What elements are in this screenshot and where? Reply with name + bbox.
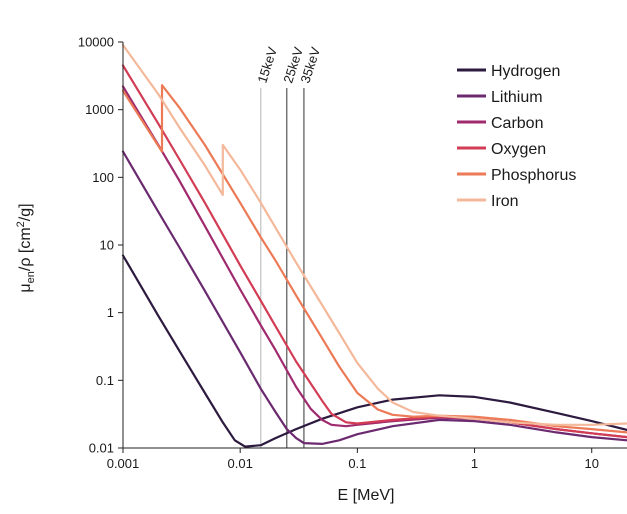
y-axis-label-suffix: /g] (17, 203, 34, 221)
y-tick-label: 10000 (78, 35, 114, 50)
x-tick-label: 0.01 (228, 456, 253, 471)
x-tick-label: 0.1 (348, 456, 366, 471)
y-tick-label: 10 (100, 238, 114, 253)
y-tick-label: 0.01 (89, 441, 114, 456)
y-axis-label-prefix: μ (17, 283, 34, 292)
x-tick-label: 1 (471, 456, 478, 471)
x-tick-label: 0.001 (107, 456, 140, 471)
series-line-iron (121, 44, 627, 426)
y-tick-label: 1000 (85, 102, 114, 117)
energy-marker-label: 15keV (254, 45, 280, 85)
legend-label-phosphorus: Phosphorus (491, 167, 576, 184)
legend-label-lithium: Lithium (491, 89, 543, 106)
x-tick-label: 10 (584, 456, 598, 471)
legend-label-oxygen: Oxygen (491, 141, 546, 158)
y-axis-label-sup: 2 (15, 221, 27, 227)
series-line-phosphorus (121, 84, 627, 434)
legend-label-iron: Iron (491, 193, 519, 210)
legend-label-hydrogen: Hydrogen (491, 63, 560, 80)
y-tick-label: 0.1 (96, 373, 114, 388)
y-axis-label-middle: /ρ [cm (17, 227, 34, 271)
axes (122, 42, 627, 449)
series-line-lithium (121, 150, 627, 445)
x-axis-ticks: 0.001 0.01 0.1 1 10 (107, 448, 599, 471)
y-axis-label: μen/ρ [cm2/g] (15, 203, 37, 292)
y-tick-label: 100 (92, 170, 114, 185)
legend: Hydrogen Lithium Carbon Oxygen Phosphorus Iro… (457, 63, 576, 210)
series-lines (121, 44, 627, 448)
legend-label-carbon: Carbon (491, 115, 543, 132)
series-line-hydrogen (121, 254, 627, 448)
y-axis-ticks: 0.01 0.1 1 10 100 1000 10000 (78, 35, 123, 456)
y-tick-label: 1 (107, 305, 114, 320)
y-axis-label-sub: en (25, 271, 37, 283)
x-axis-label: E [MeV] (338, 487, 395, 504)
